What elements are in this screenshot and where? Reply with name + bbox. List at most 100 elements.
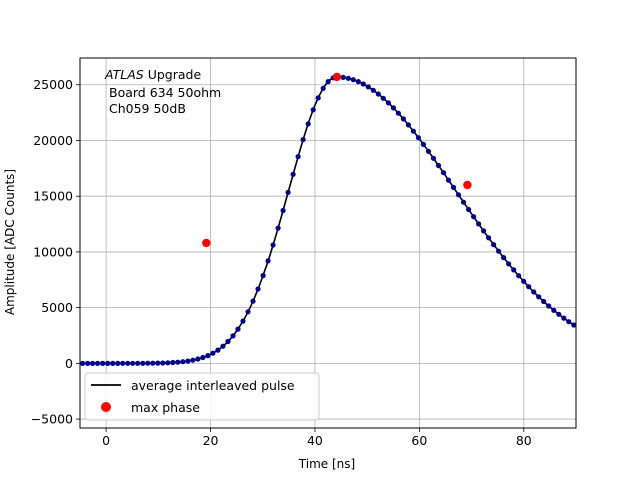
data-point xyxy=(375,91,381,97)
data-point xyxy=(506,261,512,267)
data-point xyxy=(260,273,266,279)
data-point xyxy=(511,267,517,273)
data-point xyxy=(120,360,126,366)
data-point xyxy=(476,221,482,227)
data-point xyxy=(435,162,442,169)
data-point xyxy=(425,148,432,154)
data-point xyxy=(415,135,421,141)
x-tick-label: 40 xyxy=(307,433,323,448)
data-point xyxy=(521,278,527,284)
data-point xyxy=(350,77,356,83)
data-point xyxy=(220,343,226,349)
data-point xyxy=(125,360,131,366)
data-point xyxy=(105,360,111,366)
data-point xyxy=(315,95,321,101)
data-point xyxy=(541,298,547,305)
data-point xyxy=(170,359,176,366)
data-point xyxy=(190,357,196,363)
data-point xyxy=(265,258,271,264)
data-point xyxy=(165,360,171,366)
data-point xyxy=(370,87,376,93)
legend-box xyxy=(84,372,320,421)
axis-ticks: 0 20 40 60 80 −5000 0 5000 10000 15000 20000 25000 xyxy=(31,77,532,448)
data-point xyxy=(245,309,251,315)
data-point xyxy=(571,322,577,328)
data-point xyxy=(486,235,492,241)
data-point xyxy=(290,171,296,177)
data-point xyxy=(340,74,346,80)
data-point xyxy=(250,298,256,304)
data-point xyxy=(320,85,326,91)
max-phase-points xyxy=(202,72,472,248)
data-point xyxy=(450,184,457,190)
x-axis-label: Time [ns] xyxy=(298,457,355,471)
data-point xyxy=(460,199,467,205)
data-point xyxy=(175,359,181,365)
max-phase-point xyxy=(332,72,342,82)
data-point xyxy=(455,192,462,198)
data-point xyxy=(385,100,391,106)
data-point xyxy=(185,358,191,364)
data-point xyxy=(531,289,537,295)
data-point xyxy=(240,318,246,324)
data-point xyxy=(195,356,201,362)
data-point xyxy=(160,360,166,366)
data-point xyxy=(445,177,452,183)
data-point xyxy=(90,360,96,366)
data-points xyxy=(80,74,577,366)
x-tick-label: 60 xyxy=(411,433,427,448)
data-point xyxy=(235,326,241,332)
data-point xyxy=(420,141,426,147)
data-point xyxy=(200,354,206,361)
x-tick-label: 80 xyxy=(516,433,532,448)
data-point xyxy=(430,155,437,161)
data-point xyxy=(566,319,572,325)
legend: average interleaved pulse max phase xyxy=(84,372,320,421)
y-axis-label: Amplitude [ADC Counts] xyxy=(3,169,17,315)
data-point xyxy=(325,79,331,85)
data-point xyxy=(360,81,366,87)
data-point xyxy=(496,248,502,254)
data-point xyxy=(300,137,306,143)
annotation-experiment: ATLAS xyxy=(104,67,144,82)
data-point xyxy=(205,353,211,359)
data-point xyxy=(275,225,281,231)
x-tick-label: 0 xyxy=(102,433,110,448)
annotation-experiment-suffix: Upgrade xyxy=(144,67,202,82)
annotation-block: ATLAS Upgrade Board 634 50ohm Ch059 50dB xyxy=(104,67,221,116)
data-point xyxy=(355,79,361,85)
data-point xyxy=(526,284,532,290)
data-point xyxy=(365,84,371,90)
data-point xyxy=(255,286,261,292)
max-phase-point xyxy=(202,238,211,248)
legend-marker-swatch xyxy=(101,402,111,412)
data-point xyxy=(110,360,116,366)
data-point xyxy=(270,242,276,248)
data-point xyxy=(410,128,416,134)
data-point xyxy=(95,360,101,366)
data-point xyxy=(471,214,477,220)
y-tick-label: 25000 xyxy=(33,77,73,92)
data-point xyxy=(115,360,121,366)
data-point xyxy=(215,347,221,353)
data-point xyxy=(466,206,472,213)
data-point xyxy=(280,207,286,214)
y-tick-label: 0 xyxy=(65,356,73,371)
data-point xyxy=(395,110,401,116)
data-point xyxy=(230,333,236,339)
data-point xyxy=(380,95,386,101)
annotation-line-2: Board 634 50ohm xyxy=(109,85,221,100)
data-point xyxy=(210,350,216,356)
plot-frame xyxy=(79,57,577,429)
legend-label-pulse: average interleaved pulse xyxy=(131,378,295,393)
data-point xyxy=(491,242,497,248)
data-point xyxy=(135,360,141,366)
data-point xyxy=(85,360,91,366)
data-point xyxy=(440,170,447,176)
data-point xyxy=(100,360,106,366)
annotation-line-1: ATLAS Upgrade xyxy=(104,67,201,82)
data-point xyxy=(516,273,522,279)
data-point xyxy=(285,189,291,195)
data-point xyxy=(405,122,411,128)
data-point xyxy=(390,105,396,111)
